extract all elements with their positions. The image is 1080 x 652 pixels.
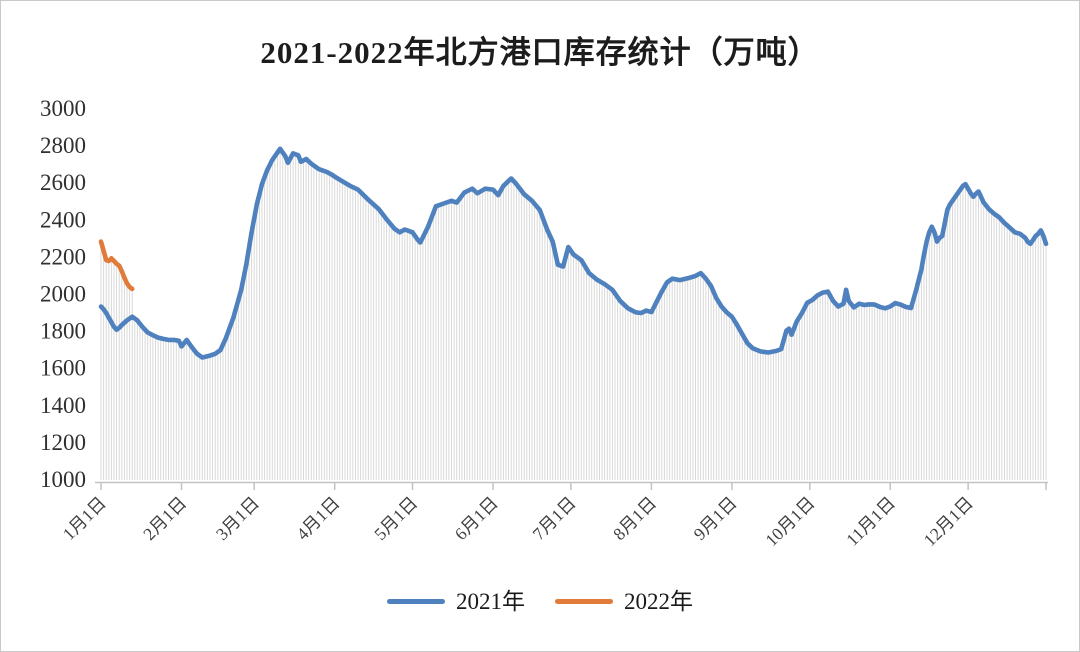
x-tick-label: 7月1日 — [528, 493, 579, 544]
legend-2022-line-swatch — [555, 599, 613, 604]
y-tick-label: 2400 — [40, 207, 86, 232]
y-tick-label: 2200 — [40, 244, 86, 269]
chart-legend: 2021年 2022年 — [1, 590, 1079, 613]
x-tick-label: 9月1日 — [689, 493, 740, 544]
y-tick-label: 2000 — [40, 282, 86, 307]
series-line-2021年 — [98, 146, 1049, 360]
legend-item-2021: 2021年 — [387, 590, 525, 613]
x-tick-label: 2月1日 — [139, 493, 190, 544]
series-line-2022年 — [98, 239, 135, 292]
y-tick-label: 2600 — [40, 170, 86, 195]
y-tick-label: 1800 — [40, 319, 86, 344]
x-tick-label: 6月1日 — [451, 493, 502, 544]
x-tick-label: 8月1日 — [609, 493, 660, 544]
x-axis-labels: 1月1日 2月1日 3月1日 4月1日 5月1日 6月1日 7月1日 8月1日 9月1日 10月1… — [59, 493, 977, 550]
x-axis — [95, 481, 1048, 490]
x-tick-label: 1月1日 — [59, 493, 110, 544]
legend-2021-line-swatch — [387, 599, 445, 604]
y-tick-label: 2800 — [40, 133, 86, 158]
x-tick-label: 3月1日 — [212, 493, 263, 544]
chart-title: 2021-2022年北方港口库存统计（万吨） — [260, 35, 820, 70]
y-tick-label: 3000 — [40, 96, 86, 121]
y-tick-label: 1000 — [40, 467, 86, 492]
x-tick-label: 4月1日 — [292, 493, 343, 544]
x-tick-label: 5月1日 — [370, 493, 421, 544]
legend-2021-label: 2021年 — [456, 589, 525, 614]
legend-item-2022: 2022年 — [555, 590, 693, 613]
drop-lines — [100, 148, 1047, 480]
y-tick-label: 1400 — [40, 393, 86, 418]
y-tick-label: 1600 — [40, 356, 86, 381]
y-axis-labels: 3000 2800 2600 2400 2200 2000 1800 1600 1400 1200… — [40, 96, 86, 492]
x-tick-label: 10月1日 — [761, 493, 818, 550]
y-tick-label: 1200 — [40, 430, 86, 455]
x-tick-label: 11月1日 — [842, 493, 899, 550]
x-tick-label: 12月1日 — [919, 493, 976, 550]
legend-2022-label: 2022年 — [624, 589, 693, 614]
